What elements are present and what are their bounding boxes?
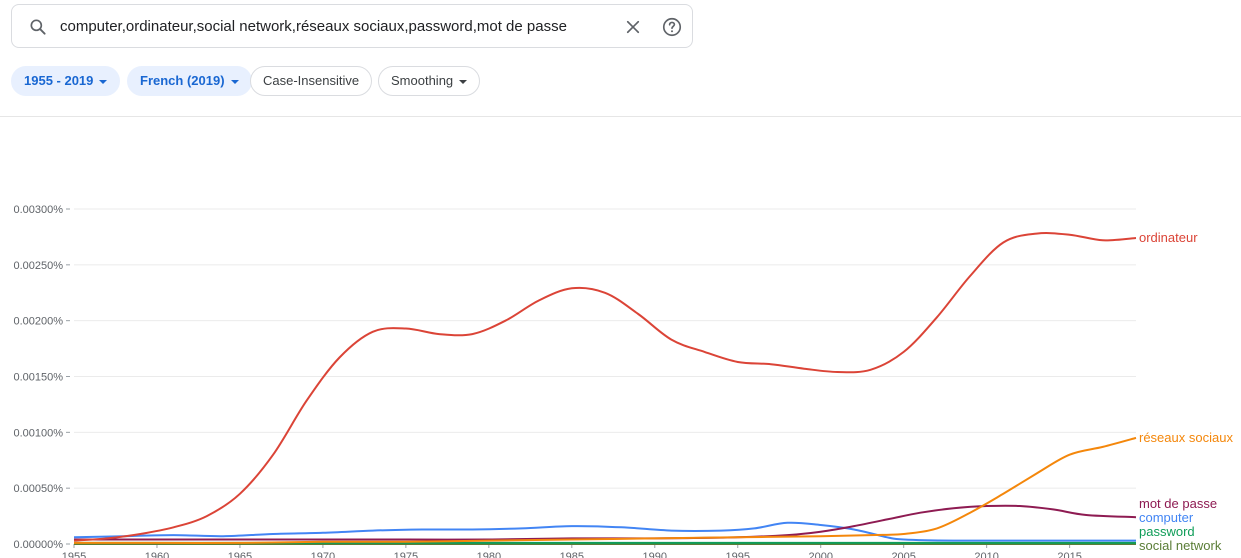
chart-series bbox=[73, 232, 1137, 546]
chevron-down-icon bbox=[230, 79, 239, 84]
search-icon bbox=[30, 19, 46, 35]
y-tick-label: 0.00000% bbox=[13, 539, 63, 551]
series-label-computer: computer bbox=[1139, 510, 1194, 525]
chart-axes: 0.00000% 0.00050% 0.00100% 0.00150% 0.00200%… bbox=[13, 204, 1136, 558]
x-tick-label: 1970 bbox=[311, 551, 335, 558]
y-tick-label: 0.00200% bbox=[13, 316, 63, 328]
x-tick-label: 1990 bbox=[643, 551, 667, 558]
help-icon[interactable] bbox=[661, 16, 683, 38]
y-tick-label: 0.00250% bbox=[13, 260, 63, 272]
x-tick-label: 2000 bbox=[808, 551, 832, 558]
chart-series-labels: ordinateur réseaux sociaux mot de passecom… bbox=[1139, 230, 1233, 553]
series-label-social-network: social network bbox=[1139, 538, 1222, 553]
series-label-ordinateur: ordinateur bbox=[1139, 230, 1198, 245]
chevron-down-icon bbox=[99, 79, 108, 84]
chevron-down-icon bbox=[459, 79, 468, 84]
corpus-chip[interactable]: French (2019) bbox=[127, 66, 252, 96]
divider bbox=[0, 116, 1241, 117]
x-tick-label: 1960 bbox=[145, 551, 169, 558]
case-insensitive-chip[interactable]: Case-Insensitive bbox=[250, 66, 373, 96]
chart-grid bbox=[74, 208, 1136, 489]
series-line-computer bbox=[73, 521, 1136, 542]
x-tick-label: 1980 bbox=[477, 551, 501, 558]
year-range-label: 1955 - 2019 bbox=[24, 73, 94, 88]
search-box[interactable] bbox=[11, 4, 693, 48]
x-tick-label: 1975 bbox=[394, 551, 418, 558]
x-tick-label: 1995 bbox=[726, 551, 750, 558]
y-tick-label: 0.00150% bbox=[13, 372, 63, 384]
x-tick-label: 2015 bbox=[1057, 551, 1081, 558]
series-line-mot-de-passe bbox=[74, 504, 1137, 541]
series-line-réseaux-sociaux bbox=[74, 436, 1137, 544]
corpus-label: French (2019) bbox=[140, 73, 225, 88]
series-label-réseaux-sociaux: réseaux sociaux bbox=[1139, 430, 1233, 445]
y-tick-label: 0.00050% bbox=[13, 483, 63, 495]
series-label-mot-de-passe: mot de passe bbox=[1139, 496, 1217, 511]
clear-icon[interactable] bbox=[624, 18, 642, 36]
x-tick-label: 1965 bbox=[228, 551, 252, 558]
x-tick-label: 2005 bbox=[891, 551, 915, 558]
y-tick-label: 0.00100% bbox=[13, 427, 63, 439]
case-insensitive-label: Case-Insensitive bbox=[263, 73, 360, 88]
series-line-ordinateur bbox=[73, 232, 1137, 542]
smoothing-label: Smoothing bbox=[391, 73, 454, 88]
search-input[interactable] bbox=[60, 5, 600, 47]
x-tick-label: 1955 bbox=[62, 551, 86, 558]
y-tick-label: 0.00300% bbox=[13, 204, 63, 216]
series-label-password: password bbox=[1139, 524, 1195, 539]
year-range-chip[interactable]: 1955 - 2019 bbox=[11, 66, 121, 96]
x-tick-label: 2010 bbox=[974, 551, 998, 558]
smoothing-chip[interactable]: Smoothing bbox=[378, 66, 481, 96]
x-tick-label: 1985 bbox=[560, 551, 584, 558]
